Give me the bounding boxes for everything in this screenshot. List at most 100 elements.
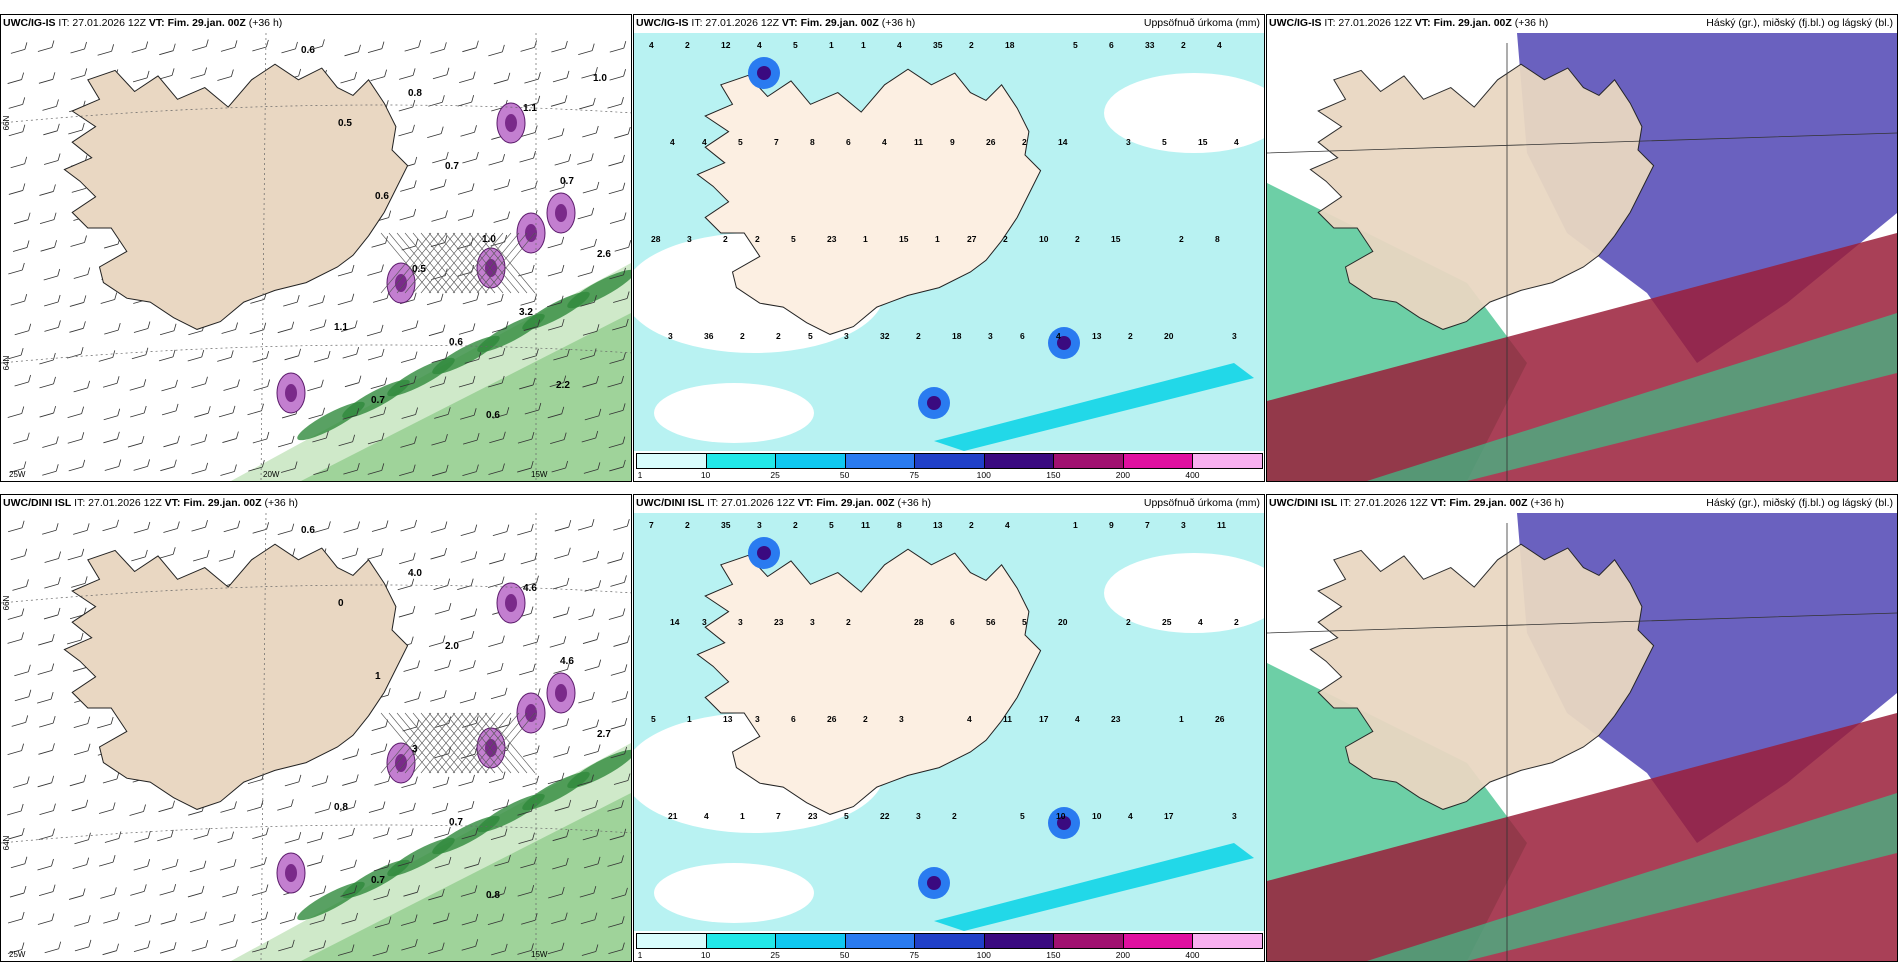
colorbar-tick: 150 [1046,950,1061,960]
value-label: 4.6 [560,656,574,667]
precip-value: 6 [1020,331,1025,341]
precip-value: 27 [967,234,977,244]
header-vt: VT: Fim. 29.jan. 00Z [164,497,262,509]
precip-value: 4 [1198,617,1203,627]
lat-label: 66N [2,115,11,130]
precip-value: 3 [1232,331,1237,341]
precip-value: 28 [651,234,661,244]
lon-label: 25W [9,470,26,479]
value-label: 0.8 [408,88,422,99]
hatched-region [380,712,536,774]
precip-value: 23 [827,234,837,244]
iceland-landmass [696,548,1042,815]
precip-value: 6 [791,714,796,724]
value-label: 2.7 [597,729,611,740]
value-labels: 0.6 0 1 3 0.7 0.8 4.6 4.6 2.7 0.8 0.7 4.0 2.0 [301,525,611,901]
precip-value: 11 [861,520,870,530]
lat-lon-grid [1,513,631,961]
precip-value: 4 [1075,714,1080,724]
value-label: 1.0 [482,234,496,245]
panel-header: UWC/IG-IS IT: 27.01.2026 12Z VT: Fim. 29… [636,17,1260,33]
precip-value: 20 [1058,617,1068,627]
precip-value: 10 [1056,811,1066,821]
precip-value: 3 [1181,520,1186,530]
precip-value: 11 [1217,520,1226,530]
precip-value: 8 [810,137,815,147]
heavy-precip [748,57,1254,451]
heavy-precip [748,537,1254,931]
precip-value: 3 [810,617,815,627]
map-panel-6: UWC/DINI ISL IT: 27.01.2026 12Z VT: Fim.… [1266,494,1898,962]
panel-header: UWC/IG-IS IT: 27.01.2026 12Z VT: Fim. 29… [1269,17,1893,33]
value-label: 1.1 [334,322,348,333]
precip-values: 7332311284512132365861110925262135232622… [649,520,1239,821]
precip-value: 7 [774,137,779,147]
precip-value: 10 [1092,811,1102,821]
colorbar-segment [1122,453,1194,469]
precip-value: 3 [687,234,692,244]
precip-value: 4 [649,40,654,50]
precip-value: 4 [1005,520,1010,530]
header-model: UWC/IG-IS [1269,17,1322,29]
colorbar-segment [1053,933,1124,949]
precip-value: 7 [649,520,654,530]
value-label: 0.7 [371,395,385,406]
precip-value: 3 [738,617,743,627]
colorbar-tick: 100 [976,950,991,960]
precip-value: 3 [755,714,760,724]
precip-value: 15 [1111,234,1121,244]
header-vt: VT: Fim. 29.jan. 00Z [781,17,879,29]
header-it: IT: 27.01.2026 12Z [1340,497,1428,509]
precip-value: 2 [755,234,760,244]
header-it: IT: 27.01.2026 12Z [74,497,162,509]
value-label: 0.5 [412,264,426,275]
precip-value: 9 [1109,520,1114,530]
colorbar-segment [914,933,985,949]
precip-value: 3 [668,331,673,341]
colorbar-segment [1053,453,1124,469]
lat-label: 64N [2,355,11,370]
precip-value: 14 [670,617,680,627]
precip-value: 2 [846,617,851,627]
precip-value: 4 [702,137,707,147]
projection-lines [1267,523,1897,961]
precip-value: 20 [1164,331,1174,341]
colorbar-segment [775,933,846,949]
precip-value: 2 [685,40,690,50]
precip-value: 6 [1109,40,1114,50]
map-canvas: 66N 64N 25W 20W 15W 0.6 0.5 0.6 0.5 0.6 0.6 1.1 0.7 2… [1,33,631,481]
colorbar-segment [636,933,707,949]
colorbar-segment [636,453,707,469]
header-field-name: Háský (gr.), miðský (fj.bl.) og lágský (… [1706,497,1893,509]
colorbar-tick: 10 [700,470,711,480]
precip-value: 4 [704,811,709,821]
panel-header: UWC/IG-IS IT: 27.01.2026 12Z VT: Fim. 29… [3,17,627,33]
precip-value: 13 [1092,331,1102,341]
precip-value: 9 [950,137,955,147]
colorbar-tick: 1 [637,950,643,960]
hatched-region [380,232,536,294]
value-label: 0.6 [301,525,315,536]
colorbar-tick: 10 [700,950,711,960]
colorbar-tick: 150 [1046,470,1061,480]
colorbar-tick: 400 [1185,470,1200,480]
precip-value: 18 [952,331,962,341]
header-it: IT: 27.01.2026 12Z [691,17,779,29]
value-label: 1 [375,671,381,682]
value-label: 1.1 [523,103,537,114]
precip-value: 4 [897,40,902,50]
convective-cells [276,582,576,894]
panel-header: UWC/DINI ISL IT: 27.01.2026 12Z VT: Fim.… [3,497,627,513]
header-lead: (+36 h) [248,17,283,29]
precip-value: 5 [791,234,796,244]
precip-value: 1 [863,234,868,244]
colorbar-segment [705,453,777,469]
precip-value: 2 [1234,617,1239,627]
precip-value: 3 [899,714,904,724]
colorbar-tick: 400 [1185,950,1200,960]
colorbar-tick: 200 [1115,470,1130,480]
header-model: UWC/DINI ISL [1269,497,1338,509]
precip-value: 2 [1003,234,1008,244]
colorbar-segment [844,453,916,469]
map-panel-2: UWC/IG-IS IT: 27.01.2026 12Z VT: Fim. 29… [633,14,1265,482]
